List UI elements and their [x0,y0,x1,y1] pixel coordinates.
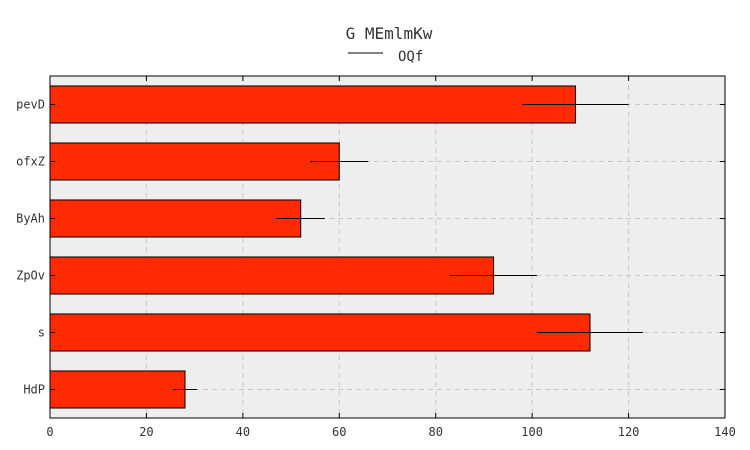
y-tick-label: ByAh [16,212,45,226]
y-tick-label: HdP [23,383,45,397]
y-tick-label: s [38,326,45,340]
x-tick-label: 120 [618,425,640,439]
y-tick-label: ZpOv [16,269,45,283]
x-axis-ticks: 0 20 40 60 80 100 120 140 [46,76,736,439]
legend: OQf [348,49,423,65]
x-tick-label: 20 [139,425,153,439]
x-tick-label: 60 [332,425,346,439]
bar [49,370,186,409]
y-tick-label: ofxZ [16,155,45,169]
bar [49,142,340,181]
y-tick-label: pevD [16,98,45,112]
x-tick-label: 140 [714,425,736,439]
bar [49,313,591,352]
chart-title: G MEmlmKw [346,24,433,43]
plot-area [50,76,725,418]
x-tick-label: 0 [46,425,53,439]
plot-frame [49,75,726,419]
error-bars [172,104,644,390]
y-axis-labels: pevD ofxZ ByAh ZpOv s HdP [16,98,725,397]
bar [49,256,495,295]
x-tick-label: 80 [428,425,442,439]
legend-label: OQf [398,49,423,65]
x-tick-label: 40 [236,425,250,439]
bar [49,199,302,238]
x-tick-label: 100 [521,425,543,439]
bar [49,85,577,124]
